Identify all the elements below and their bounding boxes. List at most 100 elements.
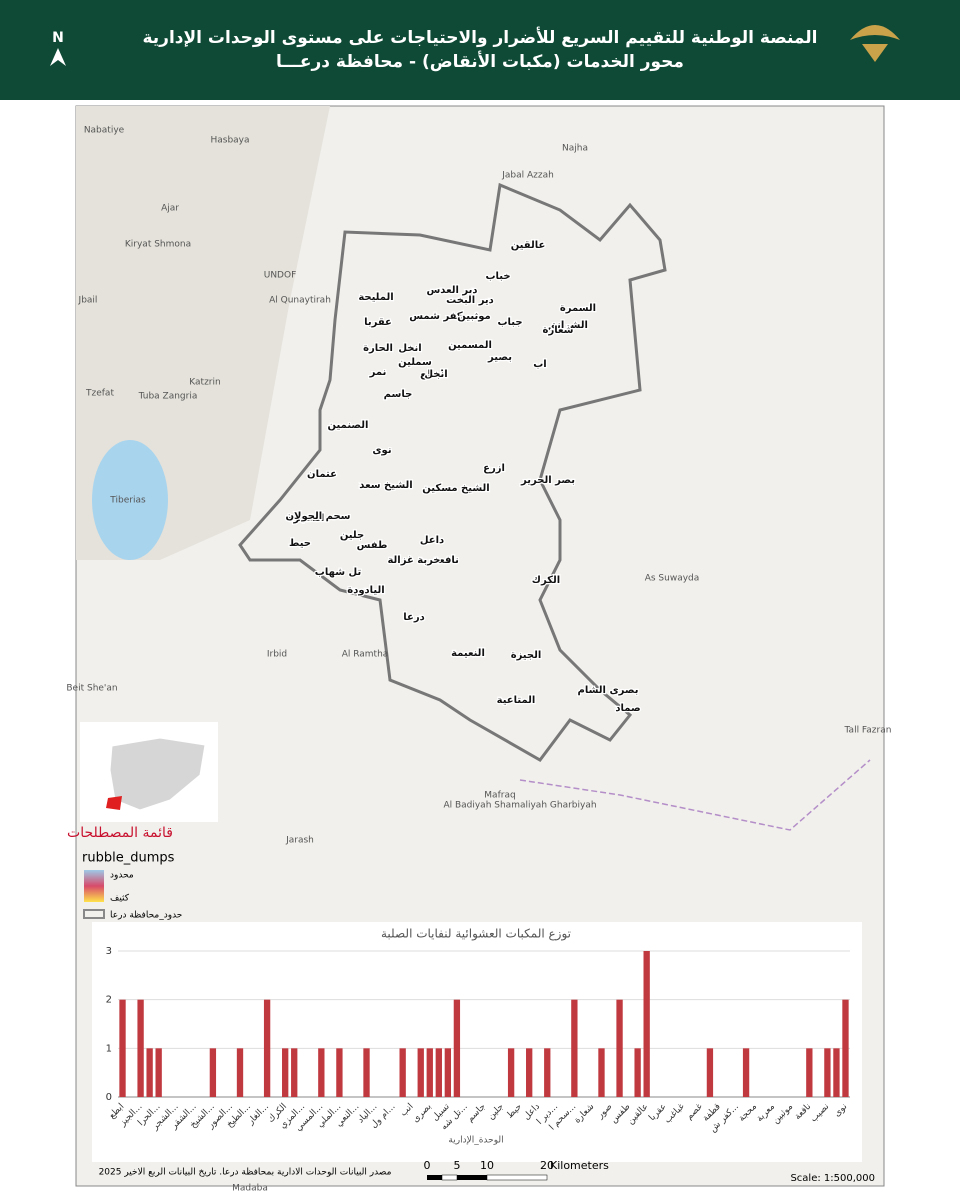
place-label: بصير	[487, 352, 512, 363]
bar	[571, 999, 578, 1097]
basemap-label: Al Qunaytirah	[269, 296, 331, 306]
bar	[417, 1048, 424, 1097]
place-label: جباب	[497, 317, 522, 328]
bar	[742, 1048, 750, 1097]
place-label: عتمان	[307, 469, 337, 480]
place-label: عقربا	[364, 317, 392, 328]
y-tick-label: 3	[106, 946, 112, 957]
basemap-label: Tiberias	[109, 496, 146, 506]
place-label: نافعة	[433, 555, 459, 566]
legend-layer: rubble_dumps	[82, 851, 175, 866]
place-label: عالقين	[511, 240, 546, 251]
bar	[706, 1048, 714, 1097]
border-line	[519, 759, 871, 831]
basemap-label: Nabatiye	[84, 126, 125, 136]
legend-boundary-swatch	[83, 909, 105, 919]
place-label: خباب	[485, 271, 510, 282]
basemap-label: Madaba	[232, 1184, 268, 1194]
place-label: داعل	[420, 535, 444, 546]
x-axis-label: الوحدة_الإدارية	[448, 1136, 503, 1146]
header-band	[0, 0, 960, 100]
bar	[806, 1048, 813, 1097]
basemap-label: Irbid	[267, 650, 287, 660]
basemap-label: Mafraq	[484, 791, 515, 801]
place-label: المتاعية	[497, 695, 536, 706]
basemap-label: Katzrin	[189, 378, 220, 388]
bar	[318, 1048, 325, 1097]
bar	[336, 1048, 343, 1097]
legend-low: محدود	[110, 871, 134, 881]
north-label: N	[52, 30, 64, 46]
north-arrow	[50, 48, 66, 66]
place-label: شعارة	[543, 325, 574, 336]
basemap-label: Jbail	[78, 296, 98, 306]
bar	[426, 1048, 433, 1097]
basemap-label: Kiryat Shmona	[125, 240, 191, 250]
place-label: نمر	[369, 367, 387, 378]
scalebar-label: 10	[480, 1159, 494, 1172]
bar	[236, 1048, 244, 1097]
footer-source: مصدر البيانات الوحدات الادارية بمحافظة د…	[99, 1168, 392, 1178]
place-label: المليحة	[358, 292, 393, 303]
place-label: نوى	[372, 445, 391, 456]
bar	[643, 951, 650, 1097]
place-label: الكرك	[532, 575, 560, 586]
bar	[634, 1048, 641, 1097]
inset-highlight	[106, 796, 122, 810]
inset-country	[109, 737, 206, 811]
chart-title: توزع المكبات العشوائية لنفايات الصلبة	[381, 927, 571, 942]
basemap-label: Tall Fazran	[844, 726, 892, 736]
place-label: الشرانق	[548, 320, 588, 331]
bar	[598, 1048, 605, 1097]
place-label: الحارة	[363, 343, 393, 354]
bar	[453, 999, 461, 1097]
place-label: الصنمين	[328, 420, 369, 431]
bar	[616, 999, 623, 1097]
bar	[544, 1048, 551, 1097]
bar	[444, 1048, 452, 1097]
place-label: الشجرة	[288, 513, 325, 524]
bar	[146, 1048, 153, 1097]
bar	[263, 999, 271, 1097]
basemap-label: Ajar	[161, 204, 179, 214]
place-label: اليادودة	[347, 585, 384, 596]
legend-boundary: حدود_محافظة درعا	[110, 911, 182, 921]
legend-high: كثيف	[110, 894, 130, 904]
place-label: حيط	[289, 538, 311, 549]
place-label: خربة غزالة	[387, 555, 440, 566]
basemap-label: Jarash	[285, 836, 314, 846]
legend-ramp	[84, 870, 104, 902]
bar	[824, 1048, 831, 1097]
place-label: انخل	[398, 343, 421, 354]
basemap-label: Tuba Zangria	[138, 392, 198, 402]
place-label: كفر شمس	[409, 311, 463, 322]
legend-title: قائمة المصطلحات	[67, 825, 173, 841]
basemap-label: Jabal Azzah	[501, 171, 554, 181]
place-label: سملين	[398, 357, 432, 368]
place-label: النعيمة	[451, 648, 485, 659]
place-label: صماد	[615, 703, 640, 714]
chart-panel	[92, 922, 862, 1162]
place-label: ازرع	[483, 463, 505, 474]
place-label: جاسم	[384, 389, 413, 400]
bar	[526, 1048, 533, 1097]
place-label: انخل	[424, 369, 447, 380]
bar	[842, 999, 849, 1097]
y-tick-label: 2	[106, 995, 112, 1006]
place-label: الشيخ مسكين	[422, 483, 489, 494]
bar	[209, 1048, 217, 1097]
bar	[119, 999, 126, 1097]
basemap-label: Al Ramtha	[342, 650, 389, 660]
basemap-label: Tzefat	[85, 389, 114, 399]
place-label: درعا	[403, 612, 424, 623]
place-label: تل شهاب	[315, 567, 362, 578]
bar	[291, 1048, 298, 1097]
scalebar-label: 5	[454, 1159, 461, 1172]
basemap-label: Al Badiyah Shamaliyah Gharbiyah	[443, 801, 596, 811]
bar	[137, 999, 144, 1097]
scalebar-label: 20	[540, 1159, 554, 1172]
